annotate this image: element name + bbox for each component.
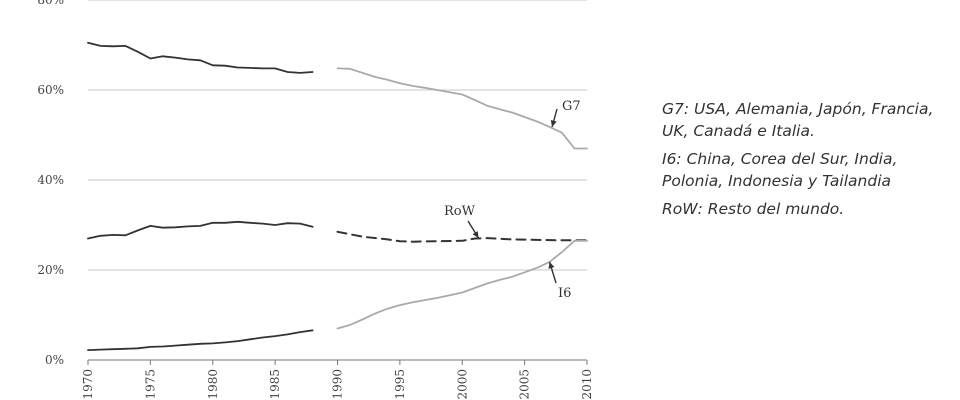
y-tick-label: 0% xyxy=(45,353,64,367)
series-g7-line-1990-2010 xyxy=(336,67,588,150)
y-tick-label: 20% xyxy=(37,263,64,277)
series-label-g7: G7 xyxy=(562,99,581,114)
series-row-line-1990-2010 xyxy=(336,230,588,243)
series-g7-line-1970-1988 xyxy=(87,41,314,74)
y-tick-label: 40% xyxy=(37,173,64,187)
label-arrowhead-i6 xyxy=(548,261,555,269)
note-row: RoW: Resto del mundo. xyxy=(662,200,845,218)
series-i6-line-1990-2010 xyxy=(336,239,588,330)
series-row-line-1970-1988 xyxy=(87,220,314,240)
series-layer xyxy=(87,41,588,352)
x-tick-label: 2010 xyxy=(580,369,594,400)
x-tick-label: 1985 xyxy=(268,369,282,400)
note-i6: I6: China, Corea del Sur, India, Polonia… xyxy=(662,150,898,190)
label-layer: G7 RoW I6 xyxy=(444,99,581,301)
label-arrowhead-row xyxy=(472,231,479,239)
grid-layer xyxy=(87,0,588,365)
x-tick-label: 1990 xyxy=(331,369,345,400)
tick-layer: 0% 20% 40% 60% 80% 1970 1975 1980 1985 1990 1995 20… xyxy=(37,0,594,400)
y-tick-label: 80% xyxy=(37,0,64,7)
legend-notes: G7: USA, Alemania, Japón, Francia, UK, C… xyxy=(662,98,952,226)
line-chart: G7 RoW I6 0% 20% 40% 60% 80% 1970 1975 1980 1985 19… xyxy=(37,0,594,400)
series-label-row: RoW xyxy=(444,204,476,219)
note-g7: G7: USA, Alemania, Japón, Francia, UK, C… xyxy=(662,100,934,140)
x-tick-label: 1980 xyxy=(206,369,220,400)
x-tick-label: 1970 xyxy=(81,369,95,400)
series-i6-line-1970-1988 xyxy=(87,329,314,352)
x-tick-label: 2000 xyxy=(455,369,469,400)
x-tick-label: 2005 xyxy=(518,369,532,400)
label-arrowhead-g7 xyxy=(550,120,557,127)
x-tick-label: 1995 xyxy=(393,369,407,400)
x-tick-label: 1975 xyxy=(143,369,157,400)
series-label-i6: I6 xyxy=(558,286,571,301)
y-tick-label: 60% xyxy=(37,83,64,97)
